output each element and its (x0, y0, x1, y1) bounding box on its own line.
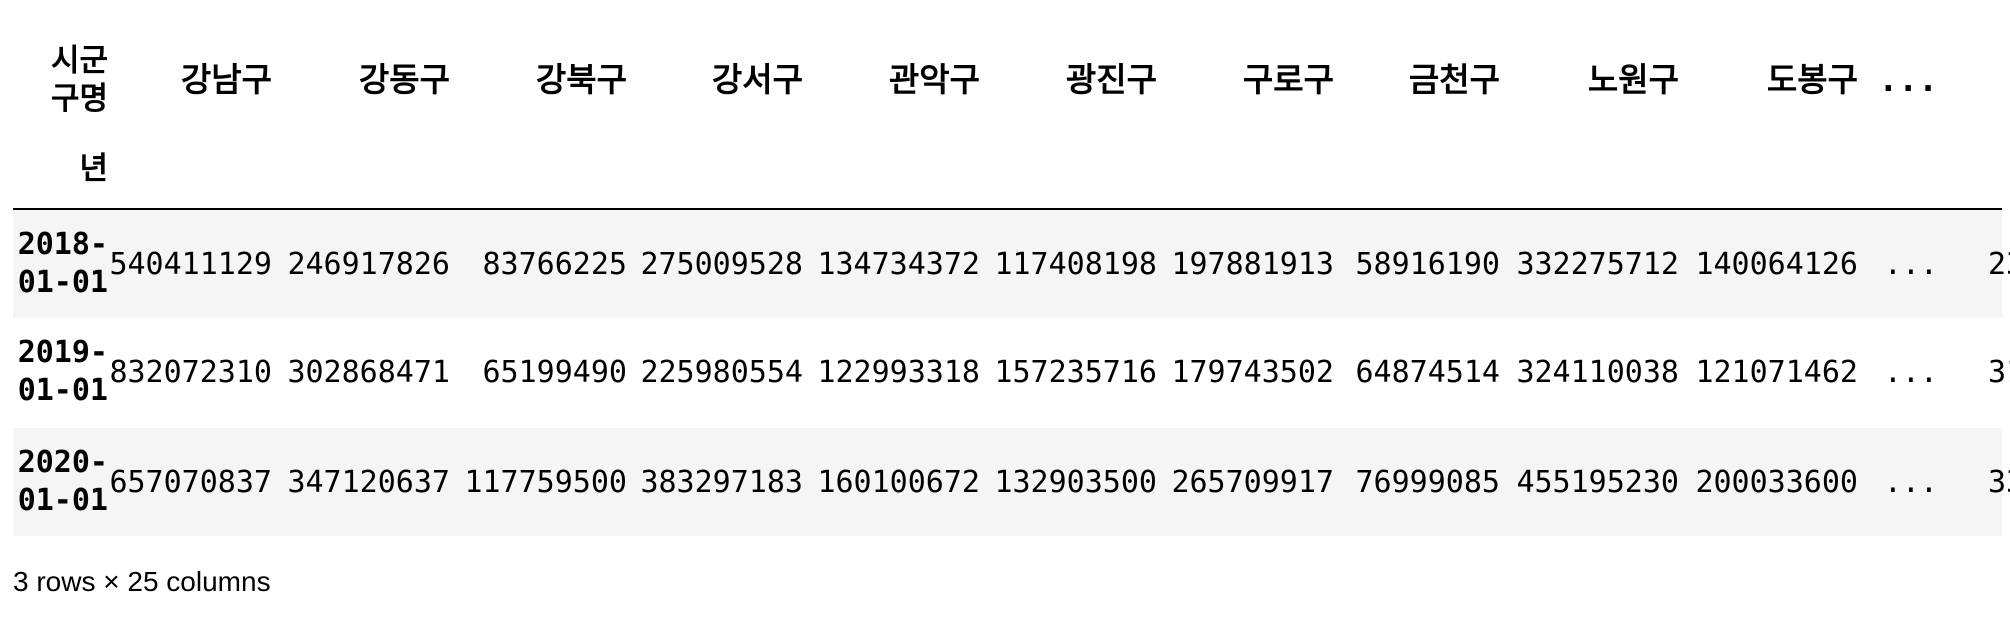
table-cell: 347120637 (287, 464, 450, 500)
table-cell: 132903500 (994, 464, 1157, 500)
columns-level-name: 시군 구명 (50, 43, 108, 117)
table-cell: 455195230 (1516, 464, 1679, 500)
table-cell: 122993318 (817, 354, 980, 390)
row-index: 2020- 01-01 (17, 445, 108, 518)
table-cell: 324110038 (1516, 354, 1679, 390)
column-header: 노원구 (1587, 60, 1679, 99)
table-cell: 65199490 (482, 354, 628, 390)
row-index: 2019- 01-01 (17, 335, 108, 408)
table-cell: 540411129 (109, 246, 272, 282)
table-cell: 83766225 (482, 246, 628, 282)
column-header: 금천구 (1408, 60, 1500, 99)
cell-ellipsis: ... (1883, 354, 1938, 390)
cell-ellipsis: ... (1883, 464, 1938, 500)
table-cell: 302868471 (287, 354, 450, 390)
header-divider (13, 208, 2002, 210)
table-cell: 23 (1988, 246, 2010, 282)
column-header: 강동구 (358, 60, 450, 99)
dataframe-table[interactable]: 시군 구명 강남구 강동구 강북구 강서구 관악구 광진구 구로구 금천구 노원구 도봉구... … (13, 0, 2010, 545)
table-row: 2020- 01-01 657070837 347120637 117759500 38… (13, 428, 2010, 536)
table-cell: 64874514 (1355, 354, 1501, 390)
column-header: 도봉구 (1766, 60, 1858, 99)
table-cell: 383297183 (640, 464, 803, 500)
table-cell: 160100672 (817, 464, 980, 500)
table-cell: 140064126 (1695, 246, 1858, 282)
column-header: 관악구 (888, 60, 980, 99)
table-cell: 246917826 (287, 246, 450, 282)
table-cell: 33 (1988, 464, 2010, 500)
table-cell: 117759500 (464, 464, 627, 500)
row-column-count: 3 rows × 25 columns (13, 566, 271, 597)
column-header: 강북구 (535, 60, 627, 99)
table-cell: 117408198 (994, 246, 1157, 282)
dataframe-output: 시군 구명 강남구 강동구 강북구 강서구 관악구 광진구 구로구 금천구 노원구 도봉구... … (13, 0, 2010, 620)
cell-ellipsis: ... (1883, 246, 1938, 282)
table-row: 2019- 01-01 832072310 302868471 65199490 225… (13, 318, 2010, 426)
column-header-ellipsis: ... (1878, 60, 1938, 99)
table-row: 2018- 01-01 540411129 246917826 83766225 275… (13, 210, 2010, 318)
column-header: 강서구 (711, 60, 803, 99)
column-header: 강남구 (180, 60, 272, 99)
table-cell: 332275712 (1516, 246, 1679, 282)
table-cell: 31 (1988, 354, 2010, 390)
table-cell: 121071462 (1695, 354, 1858, 390)
column-header: 구로구 (1242, 60, 1334, 99)
table-cell: 200033600 (1695, 464, 1858, 500)
table-cell: 179743502 (1171, 354, 1334, 390)
table-cell: 197881913 (1171, 246, 1334, 282)
table-cell: 134734372 (817, 246, 980, 282)
table-cell: 657070837 (109, 464, 272, 500)
row-index: 2018- 01-01 (17, 227, 108, 300)
table-cell: 76999085 (1355, 464, 1501, 500)
table-cell: 265709917 (1171, 464, 1334, 500)
table-cell: 832072310 (109, 354, 272, 390)
column-header: 광진구 (1065, 60, 1157, 99)
index-name: 년 (79, 151, 108, 187)
table-cell: 225980554 (640, 354, 803, 390)
table-cell: 58916190 (1355, 246, 1501, 282)
table-cell: 275009528 (640, 246, 803, 282)
table-cell: 157235716 (994, 354, 1157, 390)
